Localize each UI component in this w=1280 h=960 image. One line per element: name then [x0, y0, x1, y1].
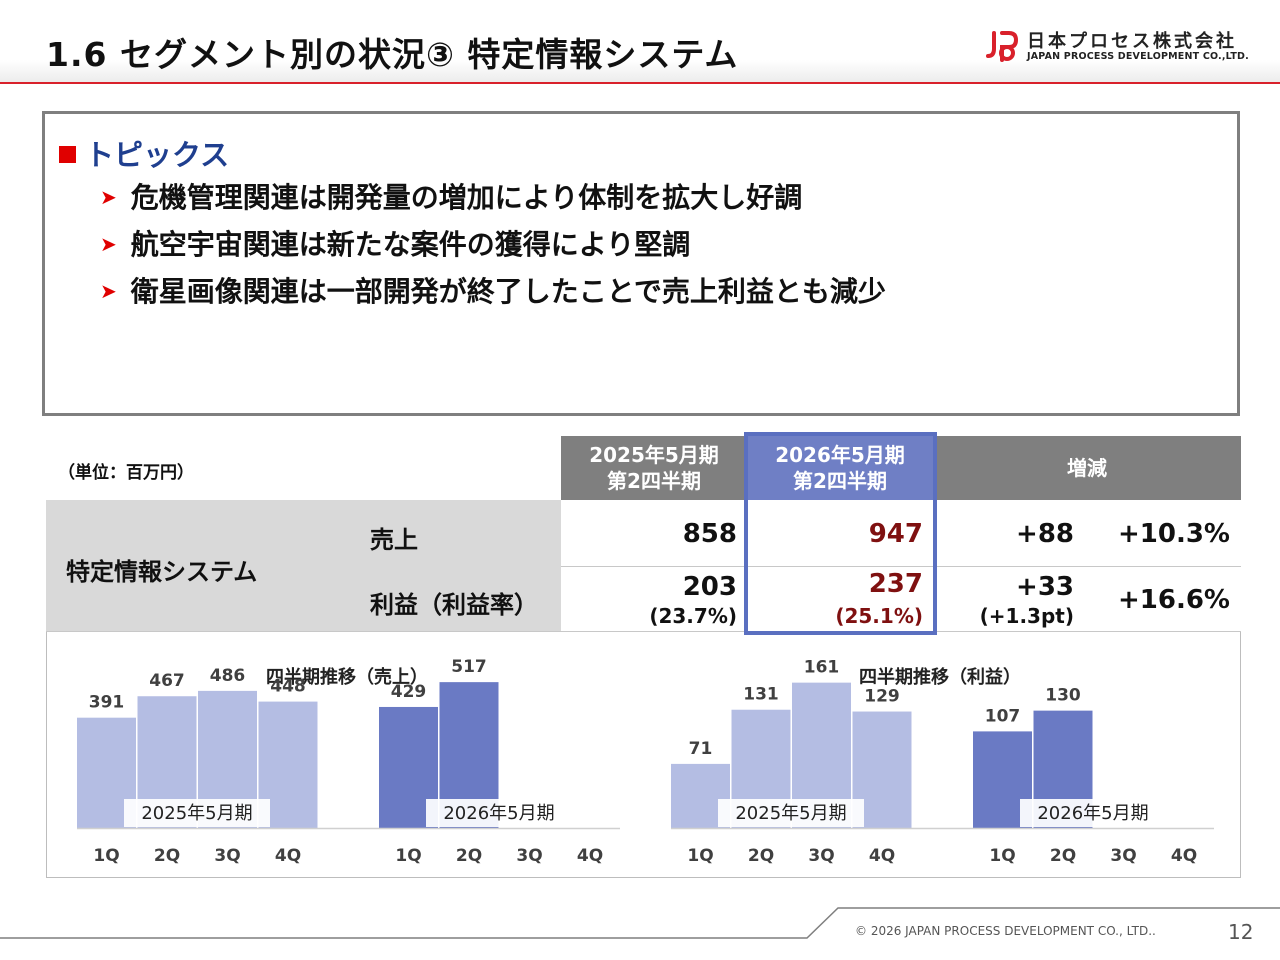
row-divider — [561, 566, 1241, 567]
tick-label: 1Q — [989, 846, 1015, 866]
sales-diff: +88 — [1016, 519, 1074, 549]
profit-prev: 203 — [682, 572, 737, 602]
tick-label: 4Q — [577, 846, 603, 866]
arrow-bullet-icon: ➤ — [100, 232, 117, 256]
series-label-box — [124, 799, 270, 827]
page-title: 1.6 セグメント別の状況③ 特定情報システム — [46, 35, 739, 74]
tick-label: 2Q — [748, 846, 774, 866]
data-label: 429 — [391, 682, 427, 702]
profit-diff-pt: (+1.3pt) — [979, 604, 1074, 628]
chart-profit: 四半期推移（利益） 71 1Q 131 2Q 161 3Q 129 4Q 2025年5月期 107 1… — [671, 658, 1214, 866]
data-label: 130 — [1045, 686, 1081, 706]
tick-label: 1Q — [93, 846, 119, 866]
data-label: 71 — [689, 739, 713, 759]
topic-item: ➤ 危機管理関連は開発量の増加により体制を拡大し好調 — [100, 181, 803, 214]
tick-label: 1Q — [687, 846, 713, 866]
header-rule — [0, 82, 1280, 84]
header-shade — [0, 60, 1280, 82]
series-label-box — [1020, 799, 1166, 827]
square-bullet-icon — [59, 146, 76, 163]
profit-diff: +33 — [1016, 572, 1074, 602]
col-header-change: 増減 — [933, 436, 1241, 500]
profit-pct: +16.6% — [1118, 585, 1230, 615]
topics-heading: トピックス — [59, 132, 229, 174]
series-label: 2025年5月期 — [141, 803, 252, 824]
col-header-curr: 2026年5月期 第2四半期 — [747, 436, 933, 500]
tick-label: 3Q — [516, 846, 542, 866]
current-period-highlight — [744, 432, 937, 635]
logo-text-jp: 日本プロセス株式会社 — [1027, 31, 1237, 52]
data-label: 486 — [210, 666, 246, 686]
tick-label: 2Q — [154, 846, 180, 866]
series-label-box — [426, 799, 572, 827]
tick-label: 2Q — [456, 846, 482, 866]
chart-title: 四半期推移（売上） — [266, 666, 428, 688]
topic-item: ➤ 衛星画像関連は一部開発が終了したことで売上利益とも減少 — [100, 275, 886, 308]
footer-decoration — [0, 907, 1280, 939]
data-label: 517 — [451, 657, 487, 677]
logo-text-en: JAPAN PROCESS DEVELOPMENT CO.,LTD. — [1027, 51, 1249, 62]
sales-curr: 947 — [868, 519, 923, 549]
tick-label: 3Q — [214, 846, 240, 866]
row-label-profit: 利益（利益率） — [370, 591, 538, 619]
tick-label: 4Q — [869, 846, 895, 866]
segment-cell — [46, 500, 561, 632]
tick-label: 4Q — [1171, 846, 1197, 866]
tick-label: 4Q — [275, 846, 301, 866]
data-label: 161 — [804, 658, 840, 678]
col-header-prev: 2025年5月期 第2四半期 — [561, 436, 747, 500]
data-label: 467 — [149, 671, 185, 691]
topic-item: ➤ 航空宇宙関連は新たな案件の獲得により堅調 — [100, 228, 691, 261]
sales-pct: +10.3% — [1118, 519, 1230, 549]
tick-label: 3Q — [808, 846, 834, 866]
chart-title: 四半期推移（利益） — [859, 666, 1021, 688]
series-label-box — [718, 799, 864, 827]
unit-label: （単位：百万円） — [58, 463, 194, 483]
tick-label: 2Q — [1050, 846, 1076, 866]
tick-label: 1Q — [395, 846, 421, 866]
data-label: 391 — [89, 693, 125, 713]
company-logo: 日本プロセス株式会社 JAPAN PROCESS DEVELOPMENT CO.… — [985, 27, 1255, 67]
page-number: 12 — [1228, 920, 1254, 944]
tick-label: 3Q — [1110, 846, 1136, 866]
data-label: 131 — [743, 685, 779, 705]
chart-sales: 四半期推移（売上） 391 1Q 467 2Q 486 3Q 448 4Q 2025年5月期 429… — [77, 657, 620, 866]
series-label: 2025年5月期 — [735, 803, 846, 824]
row-label-sales: 売上 — [370, 526, 418, 554]
profit-curr: 237 — [868, 569, 923, 599]
series-label: 2026年5月期 — [443, 803, 554, 824]
profit-curr-rate: (25.1%) — [835, 604, 923, 628]
topics-box: トピックス ➤ 危機管理関連は開発量の増加により体制を拡大し好調 ➤ 航空宇宙関連は… — [42, 111, 1240, 416]
charts-frame — [46, 632, 1241, 878]
arrow-bullet-icon: ➤ — [100, 279, 117, 303]
arrow-bullet-icon: ➤ — [100, 185, 117, 209]
copyright: © 2026 JAPAN PROCESS DEVELOPMENT CO., LT… — [855, 924, 1156, 938]
jpd-logo-icon — [986, 31, 1019, 62]
series-label: 2026年5月期 — [1037, 803, 1148, 824]
row-divider — [46, 631, 1241, 632]
profit-prev-rate: (23.7%) — [649, 604, 737, 628]
segment-label: 特定情報システム — [66, 558, 258, 586]
sales-prev: 858 — [682, 519, 737, 549]
data-label: 107 — [985, 706, 1021, 726]
data-label: 129 — [864, 687, 900, 707]
data-label: 448 — [270, 677, 306, 697]
